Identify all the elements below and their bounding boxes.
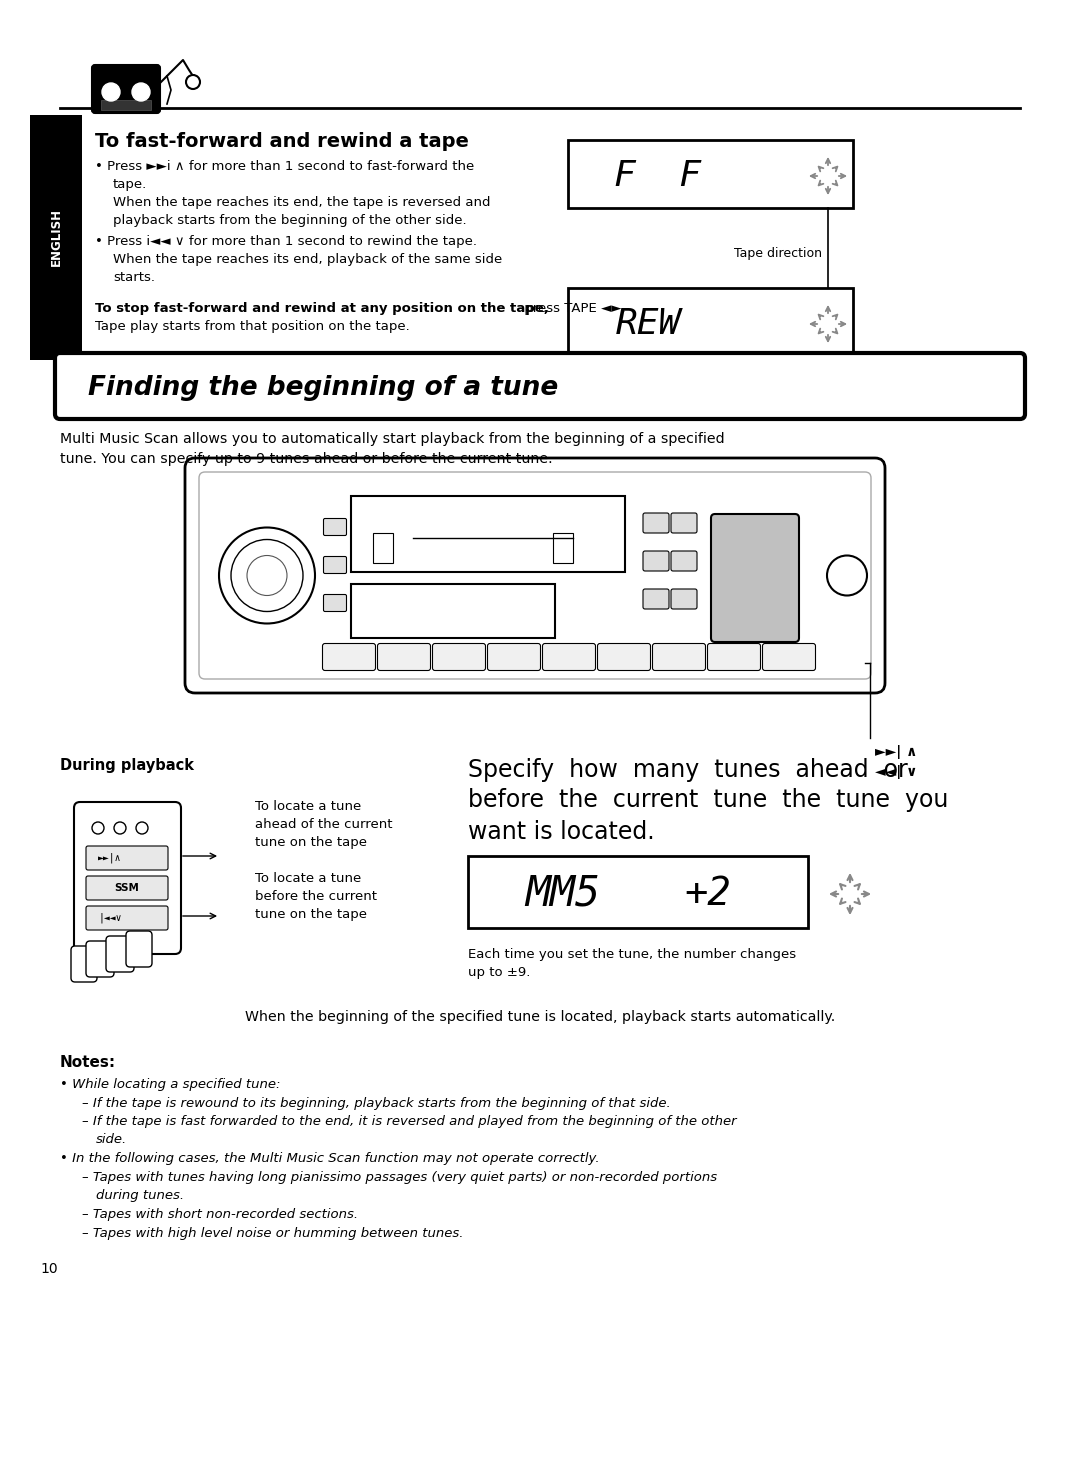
- FancyBboxPatch shape: [671, 512, 697, 533]
- FancyBboxPatch shape: [652, 644, 705, 671]
- FancyBboxPatch shape: [75, 802, 181, 955]
- Text: ahead of the current: ahead of the current: [255, 818, 392, 832]
- Text: REW: REW: [616, 307, 680, 341]
- Text: Each time you set the tune, the number changes: Each time you set the tune, the number c…: [468, 949, 796, 960]
- Text: playback starts from the beginning of the other side.: playback starts from the beginning of th…: [113, 214, 467, 227]
- FancyBboxPatch shape: [86, 941, 114, 976]
- Text: tune on the tape: tune on the tape: [255, 836, 367, 849]
- Text: Specify  how  many  tunes  ahead  or: Specify how many tunes ahead or: [468, 758, 908, 782]
- FancyBboxPatch shape: [71, 946, 97, 982]
- FancyBboxPatch shape: [86, 846, 168, 870]
- FancyBboxPatch shape: [671, 550, 697, 571]
- Text: During playback: During playback: [60, 758, 194, 773]
- Text: side.: side.: [96, 1133, 127, 1146]
- FancyBboxPatch shape: [55, 353, 1025, 419]
- Bar: [568, 141, 853, 208]
- Text: 10: 10: [40, 1262, 57, 1277]
- Text: • Press i◄◄ ∨ for more than 1 second to rewind the tape.: • Press i◄◄ ∨ for more than 1 second to …: [95, 236, 477, 247]
- FancyBboxPatch shape: [597, 644, 650, 671]
- Text: tape.: tape.: [113, 179, 147, 190]
- Text: To locate a tune: To locate a tune: [255, 873, 361, 886]
- Text: ►►|∧: ►►|∧: [98, 852, 122, 864]
- Circle shape: [132, 83, 150, 101]
- Bar: [568, 288, 853, 356]
- FancyBboxPatch shape: [351, 496, 625, 572]
- Text: To locate a tune: To locate a tune: [255, 799, 361, 813]
- Text: Notes:: Notes:: [60, 1056, 117, 1070]
- Bar: [468, 856, 808, 928]
- FancyBboxPatch shape: [106, 935, 134, 972]
- FancyBboxPatch shape: [643, 589, 669, 609]
- FancyBboxPatch shape: [378, 644, 431, 671]
- Text: tune. You can specify up to 9 tunes ahead or before the current tune.: tune. You can specify up to 9 tunes ahea…: [60, 452, 553, 466]
- Text: ►►| ∧: ►►| ∧: [875, 745, 917, 758]
- Text: • In the following cases, the Multi Music Scan function may not operate correctl: • In the following cases, the Multi Musi…: [60, 1152, 599, 1165]
- Text: up to ±9.: up to ±9.: [468, 966, 530, 979]
- Circle shape: [247, 555, 287, 596]
- Text: • Press ►►i ∧ for more than 1 second to fast-forward the: • Press ►►i ∧ for more than 1 second to …: [95, 160, 474, 173]
- Text: – Tapes with high level noise or humming between tunes.: – Tapes with high level noise or humming…: [82, 1227, 463, 1240]
- Text: starts.: starts.: [113, 271, 156, 284]
- FancyBboxPatch shape: [324, 556, 347, 574]
- Text: tune on the tape: tune on the tape: [255, 908, 367, 921]
- Text: When the tape reaches its end, the tape is reversed and: When the tape reaches its end, the tape …: [113, 196, 490, 209]
- Text: +2: +2: [685, 875, 731, 914]
- FancyBboxPatch shape: [643, 550, 669, 571]
- Bar: [373, 533, 393, 564]
- Circle shape: [219, 527, 315, 624]
- Text: before  the  current  tune  the  tune  you: before the current tune the tune you: [468, 788, 948, 813]
- Bar: [553, 533, 573, 564]
- FancyBboxPatch shape: [102, 100, 151, 110]
- FancyBboxPatch shape: [126, 931, 152, 968]
- FancyBboxPatch shape: [643, 512, 669, 533]
- FancyBboxPatch shape: [351, 584, 555, 638]
- Text: – Tapes with tunes having long pianissimo passages (very quiet parts) or non-rec: – Tapes with tunes having long pianissim…: [82, 1171, 717, 1184]
- Text: want is located.: want is located.: [468, 820, 654, 845]
- Text: – If the tape is rewound to its beginning, playback starts from the beginning of: – If the tape is rewound to its beginnin…: [82, 1097, 671, 1110]
- Text: during tunes.: during tunes.: [96, 1189, 184, 1202]
- FancyBboxPatch shape: [324, 594, 347, 612]
- Circle shape: [114, 821, 126, 834]
- Bar: [30, 116, 82, 360]
- FancyBboxPatch shape: [92, 64, 160, 113]
- FancyBboxPatch shape: [432, 644, 486, 671]
- Text: F  F: F F: [615, 160, 702, 193]
- Circle shape: [231, 540, 303, 612]
- FancyBboxPatch shape: [487, 644, 540, 671]
- FancyBboxPatch shape: [199, 471, 870, 679]
- FancyBboxPatch shape: [671, 589, 697, 609]
- Text: When the beginning of the specified tune is located, playback starts automatical: When the beginning of the specified tune…: [245, 1010, 835, 1023]
- Circle shape: [827, 555, 867, 596]
- Text: When the tape reaches its end, playback of the same side: When the tape reaches its end, playback …: [113, 253, 502, 266]
- Circle shape: [102, 83, 120, 101]
- Text: ◄◄| ∨: ◄◄| ∨: [875, 766, 917, 779]
- Text: • While locating a specified tune:: • While locating a specified tune:: [60, 1078, 281, 1091]
- FancyBboxPatch shape: [707, 644, 760, 671]
- Circle shape: [186, 75, 200, 89]
- Circle shape: [136, 821, 148, 834]
- Text: Multi Music Scan allows you to automatically start playback from the beginning o: Multi Music Scan allows you to automatic…: [60, 432, 725, 447]
- FancyBboxPatch shape: [711, 514, 799, 643]
- Text: – If the tape is fast forwarded to the end, it is reversed and played from the b: – If the tape is fast forwarded to the e…: [82, 1116, 737, 1127]
- Text: To fast-forward and rewind a tape: To fast-forward and rewind a tape: [95, 132, 469, 151]
- Text: press TAPE ◄►.: press TAPE ◄►.: [519, 302, 625, 315]
- FancyBboxPatch shape: [542, 644, 595, 671]
- Text: ENGLISH: ENGLISH: [50, 208, 63, 266]
- Text: Tape play starts from that position on the tape.: Tape play starts from that position on t…: [95, 321, 409, 332]
- Text: before the current: before the current: [255, 890, 377, 903]
- FancyBboxPatch shape: [185, 458, 885, 692]
- Circle shape: [92, 821, 104, 834]
- FancyBboxPatch shape: [324, 518, 347, 536]
- Text: – Tapes with short non-recorded sections.: – Tapes with short non-recorded sections…: [82, 1208, 359, 1221]
- FancyBboxPatch shape: [762, 644, 815, 671]
- FancyBboxPatch shape: [323, 644, 376, 671]
- FancyBboxPatch shape: [86, 906, 168, 930]
- Text: Tape direction: Tape direction: [734, 246, 822, 259]
- Text: To stop fast-forward and rewind at any position on the tape,: To stop fast-forward and rewind at any p…: [95, 302, 549, 315]
- Text: MM5: MM5: [526, 873, 600, 915]
- Text: Finding the beginning of a tune: Finding the beginning of a tune: [87, 375, 558, 401]
- FancyBboxPatch shape: [86, 875, 168, 900]
- Text: |◄◄∨: |◄◄∨: [98, 912, 122, 924]
- Text: SSM: SSM: [114, 883, 139, 893]
